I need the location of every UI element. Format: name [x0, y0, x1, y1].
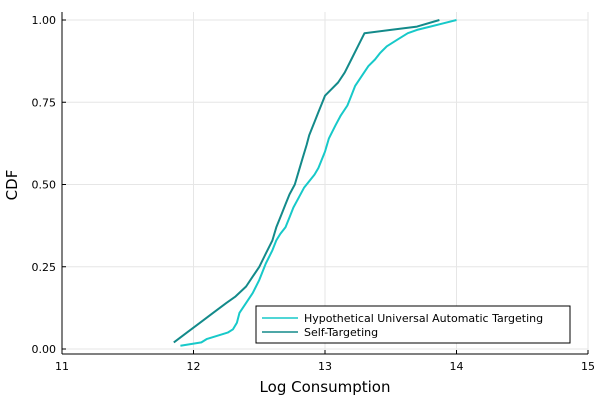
- y-tick-label: 0.75: [32, 96, 57, 109]
- legend-label-self-targeting: Self-Targeting: [304, 326, 378, 339]
- y-tick-label: 0.00: [32, 343, 57, 356]
- y-tick-label: 1.00: [32, 14, 57, 27]
- y-tick-label: 0.25: [32, 261, 57, 274]
- legend: Hypothetical Universal Automatic Targeti…: [255, 305, 571, 344]
- x-axis-label: Log Consumption: [260, 378, 391, 396]
- legend-box: [255, 305, 571, 344]
- legend-label-universal: Hypothetical Universal Automatic Targeti…: [304, 312, 543, 325]
- series-group: [173, 19, 457, 347]
- axes: [61, 12, 589, 355]
- series-line-self-targeting: [173, 19, 440, 344]
- x-tick-label: 14: [450, 360, 464, 373]
- x-tick-label: 15: [581, 360, 595, 373]
- y-axis-label: CDF: [3, 170, 21, 201]
- x-tick-label: 11: [55, 360, 69, 373]
- y-tick-label: 0.50: [32, 179, 57, 192]
- tick-labels: 11 12 13 14 15 0.00 0.25 0.50 0.75 1.00: [32, 14, 596, 373]
- series-line-universal: [180, 19, 457, 347]
- grid: [61, 12, 589, 354]
- x-tick-label: 12: [187, 360, 201, 373]
- x-tick-label: 13: [318, 360, 332, 373]
